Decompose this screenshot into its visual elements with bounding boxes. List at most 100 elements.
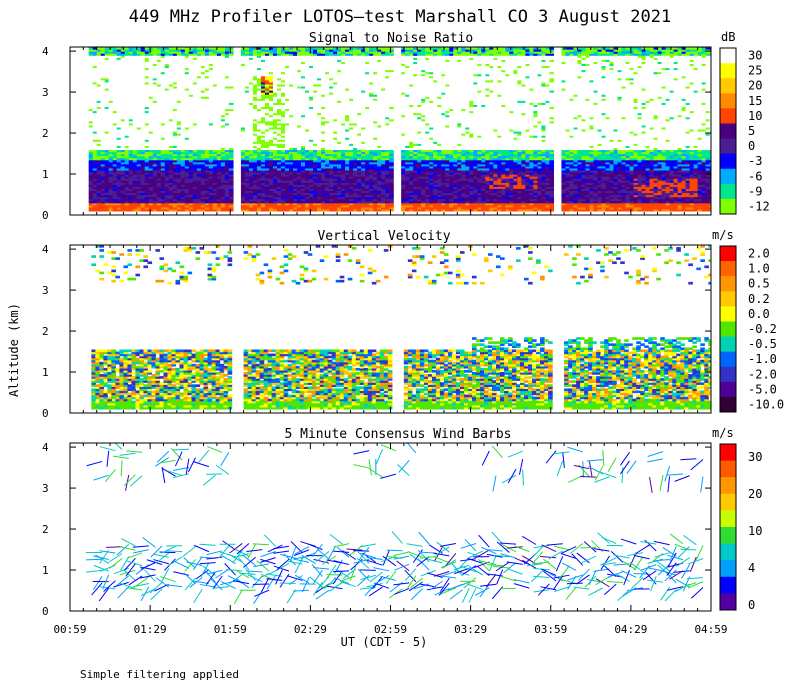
snr-cell [297, 198, 302, 202]
snr-cell [297, 100, 302, 103]
snr-cell [248, 133, 254, 136]
snr-cell [212, 69, 218, 73]
snr-cell [297, 143, 302, 146]
snr-cell [104, 131, 110, 134]
snr-cell [212, 85, 218, 89]
snr-cell [297, 149, 302, 153]
snr-cell [337, 87, 342, 91]
snr-cell [285, 90, 290, 93]
snr-cell [128, 126, 134, 130]
snr-cell [144, 192, 150, 196]
snr-cell [208, 161, 214, 165]
snr-cell [333, 106, 338, 110]
snr-cell [333, 73, 338, 77]
snr-cell [317, 71, 322, 75]
snr-cell [228, 90, 234, 93]
snr-cell [216, 59, 222, 62]
snr-cell [108, 208, 114, 212]
snr-cell [248, 194, 254, 198]
snr-cell [341, 194, 346, 198]
snr-cell [309, 200, 314, 204]
snr-cell [285, 141, 290, 144]
snr-cell [192, 102, 198, 105]
snr-cell [333, 149, 338, 153]
snr-cell [224, 116, 230, 120]
snr-cell [216, 73, 222, 77]
snr-cell [200, 184, 206, 187]
snr-cell [321, 102, 326, 105]
snr-cell [152, 200, 158, 204]
snr-cell [212, 206, 218, 210]
snr-cell [280, 98, 286, 101]
snr-cell [148, 147, 154, 151]
snr-cell [156, 198, 162, 202]
snr-cell [172, 90, 178, 93]
snr-cell [317, 124, 322, 128]
snr-cell [260, 143, 266, 146]
snr-cell [228, 110, 234, 114]
snr-cell [196, 161, 202, 165]
snr-cell [276, 198, 282, 202]
snr-cell [208, 194, 214, 198]
snr-cell [321, 108, 326, 112]
snr-cell [112, 71, 118, 75]
snr-cell [116, 94, 122, 97]
snr-cell [188, 161, 194, 165]
snr-cell [260, 87, 266, 91]
snr-cell [317, 77, 322, 81]
snr-cell [228, 167, 234, 171]
snr-cell [132, 178, 138, 181]
snr-cell [156, 51, 162, 54]
snr-cell [297, 71, 302, 75]
snr-cell [176, 85, 182, 89]
snr-cell [293, 159, 298, 163]
snr-cell [248, 73, 254, 77]
snr-cell [309, 61, 314, 64]
snr-cell [156, 141, 162, 144]
snr-cell [96, 90, 102, 93]
snr-cell [204, 51, 210, 54]
snr-cell [224, 174, 230, 177]
snr-cell [96, 153, 102, 157]
snr-cell [220, 83, 226, 87]
snr-cell [184, 65, 190, 69]
snr-cell [160, 69, 166, 73]
snr-cell [196, 180, 202, 183]
snr-cell [224, 178, 230, 181]
snr-cell [168, 75, 174, 79]
snr-cell [220, 186, 226, 189]
snr-cell [148, 143, 154, 146]
snr-cell [337, 206, 342, 210]
snr-cell [152, 96, 158, 99]
snr-cell [88, 94, 94, 97]
snr-cell [329, 124, 334, 128]
snr-cell [325, 198, 330, 202]
snr-cell [156, 139, 162, 142]
snr-cell [88, 182, 94, 185]
snr-cell [301, 96, 306, 99]
snr-cell [208, 178, 214, 181]
snr-cell [333, 145, 338, 148]
snr-cell [108, 194, 114, 198]
snr-cell [244, 57, 250, 60]
snr-cell [92, 55, 98, 58]
snr-cell [184, 94, 190, 97]
snr-cell [132, 81, 138, 85]
snr-cell [224, 147, 230, 151]
snr-cell [276, 75, 282, 79]
snr-cell [120, 174, 126, 177]
snr-cell [256, 90, 262, 93]
snr-cell [268, 120, 274, 124]
snr-cell [104, 122, 110, 126]
snr-cell [309, 49, 314, 52]
snr-cell [325, 176, 330, 179]
snr-cell [196, 104, 202, 108]
snr-cell [301, 57, 306, 60]
snr-cell [192, 49, 198, 52]
snr-cell [276, 169, 282, 173]
snr-cell [184, 202, 190, 206]
snr-cell [180, 124, 186, 128]
snr-cell [297, 196, 302, 200]
snr-cell [317, 206, 322, 210]
snr-cell [264, 77, 270, 81]
